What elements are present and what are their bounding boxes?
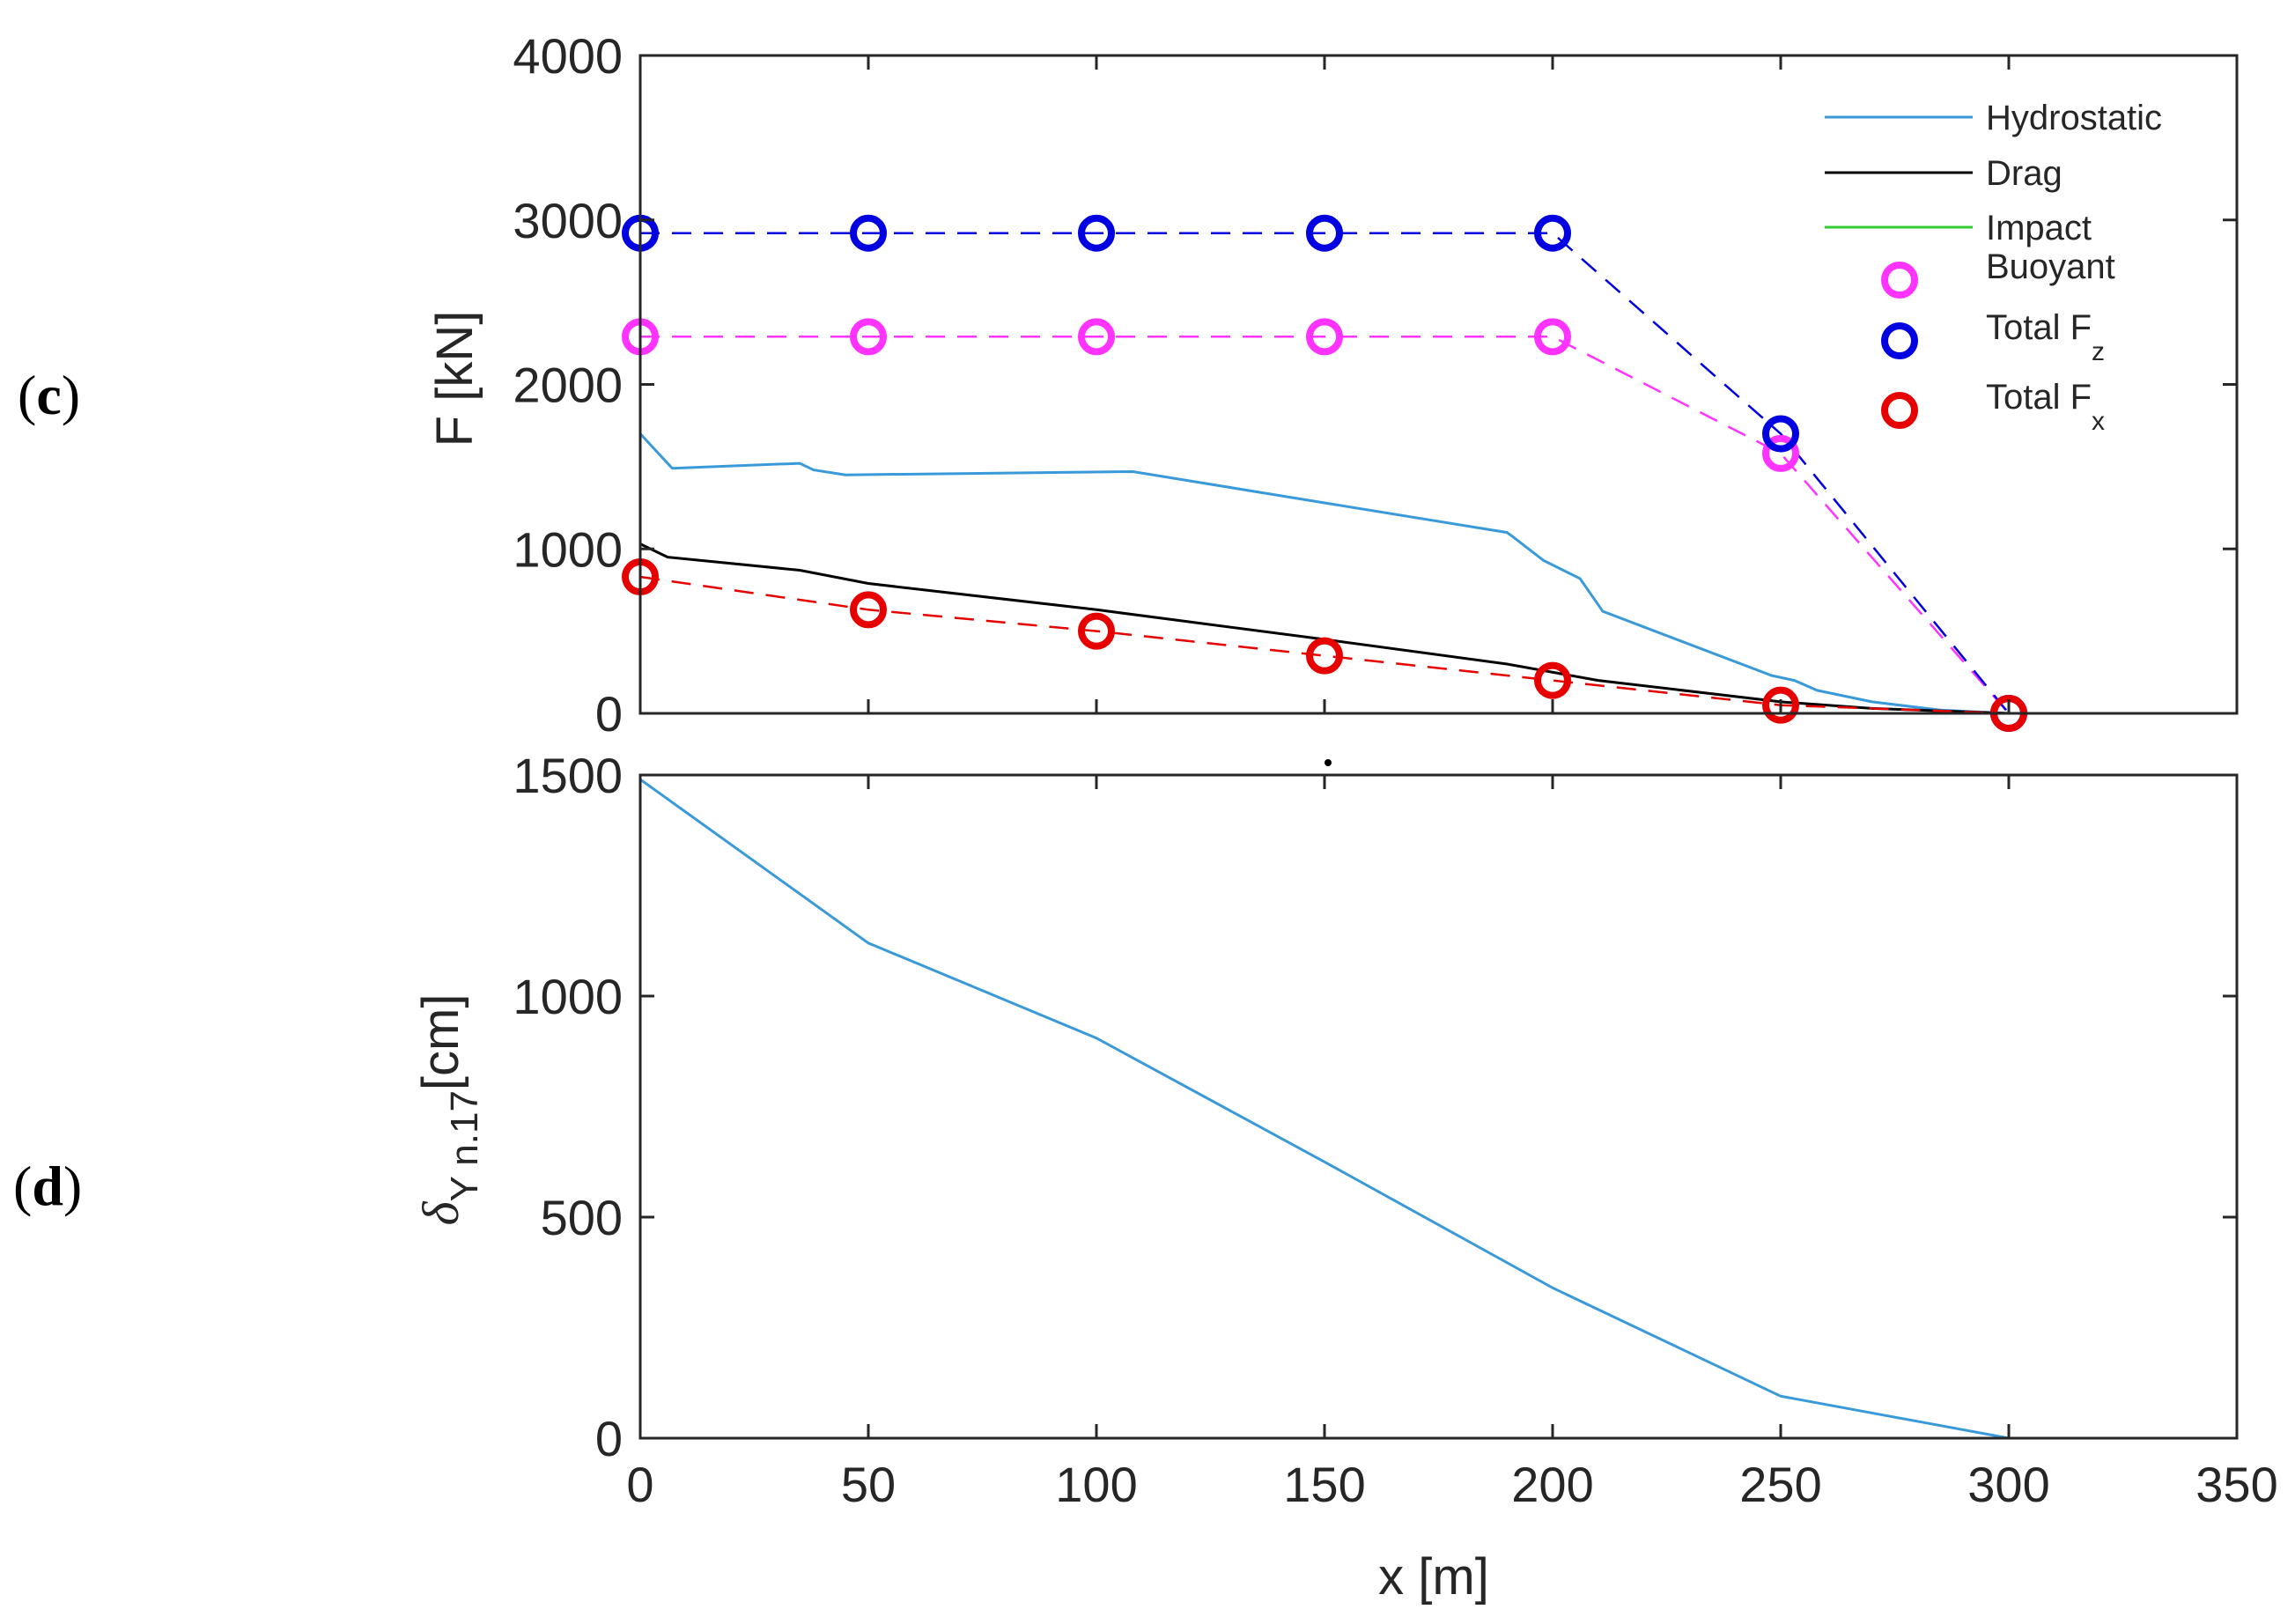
chart-c-series-total-f-x-line	[639, 575, 2010, 715]
chart-c-series-buoyant-marker	[1534, 318, 1571, 356]
chart-c-series-total-f-z-marker	[1306, 214, 1343, 252]
chart-d-ytick-label: 500	[541, 1190, 623, 1245]
legend-total-f-z-swatch	[1881, 322, 1918, 359]
chart-d-xlabel: x [m]	[1378, 1548, 1489, 1606]
chart-c-series	[622, 214, 2237, 732]
legend-total-f-z-label: Total Fz	[1986, 308, 2105, 366]
chart-d-ylabel-delta: δ	[412, 1200, 469, 1225]
chart-c-ytick-label: 4000	[513, 28, 623, 84]
chart-d-xtick-label: 100	[1055, 1457, 1137, 1512]
chart-c: 0 1000 2000 3000 4000 Hydrostatic Drag ImpactB…	[426, 28, 2239, 742]
panel-label-d: (d)	[13, 1155, 82, 1217]
legend-hydrostatic-label: Hydrostatic	[1986, 99, 2162, 137]
chart-d-ytick-label: 1500	[513, 748, 623, 803]
chart-d-ylabel: δY n.17[cm]	[412, 994, 486, 1226]
chart-c-series-total-f-z-marker	[1762, 415, 1799, 453]
chart-d-ticks: 0 50 100 150 200 250 300 350 0 500 1000 1500	[513, 748, 2277, 1512]
chart-d-xtick-label: 150	[1283, 1457, 1365, 1512]
panel-letter-d: d	[32, 1155, 63, 1217]
legend-buoyant-swatch	[1881, 262, 1918, 299]
chart-c-series-total-f-x-marker	[1534, 661, 1571, 699]
chart-c-series-hydrostatic-line	[638, 432, 2010, 715]
chart-c-series-total-f-z-line	[640, 232, 2010, 714]
panel-letter-c: c	[36, 364, 61, 426]
chart-c-series-buoyant-marker	[850, 318, 887, 356]
chart-d-xtick-label: 350	[2195, 1457, 2277, 1512]
chart-c-series-drag-line	[639, 543, 2010, 715]
chart-d-series--y-n-17-line	[639, 778, 2010, 1440]
chart-c-ytick-label: 1000	[513, 521, 623, 577]
chart-c-series-buoyant-marker	[1306, 318, 1343, 356]
chart-c-series-buoyant-marker	[1762, 434, 1799, 472]
chart-d-xtick-label: 50	[841, 1457, 896, 1512]
chart-d-xtick-label: 0	[626, 1457, 653, 1512]
chart-c-ytick-label: 2000	[513, 358, 623, 413]
chart-c-series-total-f-z-marker	[850, 214, 887, 252]
chart-c-series-total-f-x-marker	[1762, 686, 1799, 724]
chart-d-series	[639, 778, 2010, 1440]
chart-c-series-total-f-z-marker	[1534, 214, 1571, 252]
chart-c-series-total-f-x-marker	[1078, 612, 1115, 650]
legend-drag-label: Drag	[1986, 154, 2063, 193]
chart-c-series-total-f-x-marker	[1306, 637, 1343, 675]
legend-buoyant-label: Buoyant	[1986, 247, 2115, 286]
chart-c-series-total-f-z-marker	[1078, 214, 1115, 252]
chart-c-series-buoyant-line	[640, 336, 2010, 714]
legend-total-f-x-label: Total Fx	[1986, 378, 2105, 436]
chart-c-ytick-label: 3000	[513, 193, 623, 248]
chart-d-ytick-label: 0	[595, 1411, 623, 1466]
chart-c-series-buoyant-marker	[1078, 318, 1115, 356]
stray-dot	[1325, 759, 1332, 766]
legend-impact-label: Impact	[1986, 209, 2092, 247]
chart-d-xtick-label: 200	[1511, 1457, 1593, 1512]
panel-label-c: (c)	[18, 364, 80, 426]
chart-d-xtick-label: 300	[1967, 1457, 2049, 1512]
chart-c-series-total-f-x-marker	[850, 591, 887, 629]
chart-d-ylabel-sub: Y n.17	[443, 1090, 486, 1201]
chart-c-ylabel: F [kN]	[426, 311, 483, 447]
legend-total-f-x-swatch	[1881, 392, 1918, 429]
chart-c-ytick-label: 0	[595, 686, 623, 742]
chart-d-axes-box	[638, 773, 2239, 1440]
chart-d-ylabel-unit: [cm]	[412, 994, 469, 1091]
chart-d-ytick-label: 1000	[513, 969, 623, 1024]
chart-c-ticks: 0 1000 2000 3000 4000	[513, 28, 2239, 742]
chart-d-xtick-label: 250	[1739, 1457, 1821, 1512]
